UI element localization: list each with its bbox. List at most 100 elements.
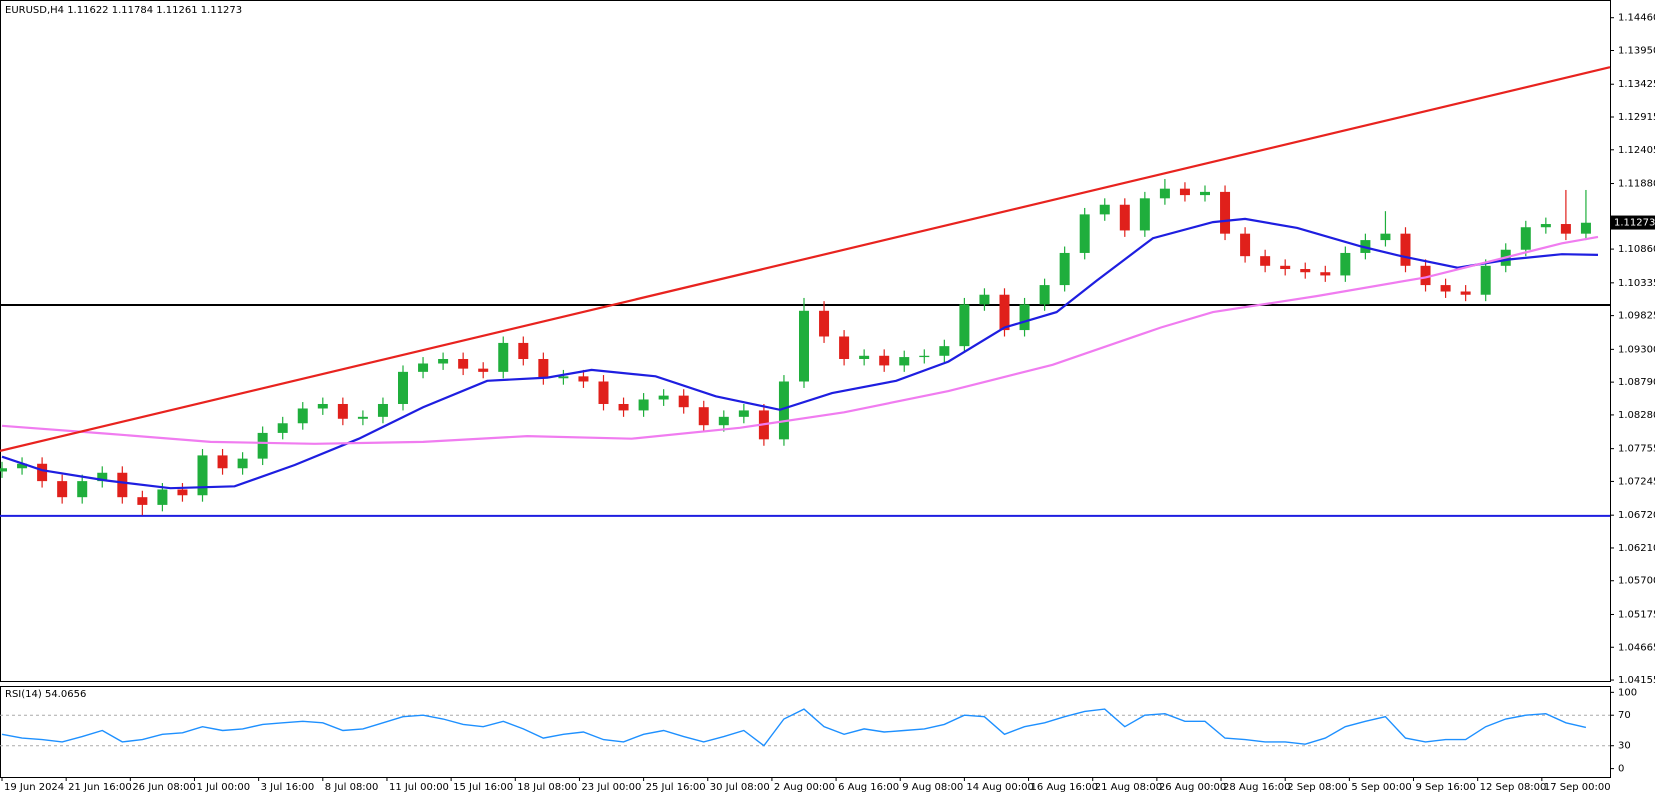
- x-tick-label: 12 Sep 08:00: [1480, 782, 1547, 793]
- y-tick-label: 70: [1618, 710, 1631, 721]
- series-line: [1, 217, 1599, 490]
- candle-body: [1159, 188, 1170, 199]
- x-tick-label: 3 Jul 16:00: [261, 782, 315, 793]
- candle-body: [959, 304, 970, 347]
- y-tick-label: 1.07245: [1618, 476, 1655, 487]
- candle-body: [237, 458, 248, 469]
- candle-body: [1420, 265, 1431, 286]
- y-tick-label: 1.08280: [1618, 410, 1655, 421]
- candle-body: [337, 403, 348, 419]
- candle-body: [1440, 285, 1451, 292]
- chart-title: EURUSD,H4 1.11622 1.11784 1.11261 1.1127…: [5, 5, 242, 16]
- x-tick-label: 9 Sep 16:00: [1416, 782, 1476, 793]
- series-line: [1, 235, 1599, 445]
- candle-body: [157, 489, 168, 505]
- candle-body: [1039, 285, 1050, 305]
- candle-body: [197, 455, 208, 496]
- candle-body: [1059, 252, 1070, 286]
- candle-body: [1340, 252, 1351, 276]
- candle-body: [558, 376, 569, 379]
- x-tick-label: 2 Sep 08:00: [1287, 782, 1347, 793]
- candle-body: [1560, 224, 1571, 234]
- candle-body: [738, 410, 749, 417]
- candle-body: [478, 368, 489, 372]
- candle-body: [879, 355, 890, 366]
- candle-body: [638, 399, 649, 411]
- candle-body: [698, 407, 709, 426]
- candle-body: [538, 358, 549, 379]
- candle-body: [1240, 233, 1251, 257]
- y-tick-label: 1.07755: [1618, 444, 1655, 455]
- x-tick-label: 23 Jul 00:00: [581, 782, 641, 793]
- x-tick-label: 6 Aug 16:00: [838, 782, 899, 793]
- y-tick-label: 1.08790: [1618, 377, 1655, 388]
- candle-body: [257, 432, 268, 459]
- candle-body: [919, 355, 930, 358]
- x-tick-label: 8 Jul 08:00: [325, 782, 379, 793]
- y-tick-label: 1.09825: [1618, 311, 1655, 322]
- y-tick-label: 0: [1618, 764, 1624, 775]
- candle-body: [798, 310, 809, 382]
- candle-body: [498, 342, 509, 372]
- y-tick-label: 1.14460: [1618, 13, 1655, 24]
- x-tick-label: 9 Aug 08:00: [902, 782, 963, 793]
- candle-body: [57, 481, 68, 498]
- candle-body: [317, 403, 328, 409]
- series-line: [0, 66, 1611, 452]
- x-tick-label: 17 Sep 00:00: [1544, 782, 1611, 793]
- x-tick-label: 18 Jul 08:00: [517, 782, 577, 793]
- current-price-box: [1611, 215, 1655, 230]
- rsi-panel: [0, 686, 1611, 778]
- current-price-label: 1.11273: [1614, 218, 1655, 229]
- y-tick-label: 1.04665: [1618, 642, 1655, 653]
- y-tick-label: 1.11880: [1618, 179, 1655, 190]
- candle-body: [899, 357, 910, 366]
- x-tick-label: 19 Jun 2024: [4, 782, 64, 793]
- x-tick-label: 26 Aug 00:00: [1159, 782, 1226, 793]
- candle-body: [819, 310, 830, 337]
- candle-body: [1119, 204, 1130, 231]
- candle-body: [1520, 227, 1531, 250]
- x-tick-label: 30 Jul 08:00: [710, 782, 770, 793]
- candle-body: [778, 381, 789, 440]
- candle-body: [1480, 265, 1491, 295]
- candle-body: [137, 497, 148, 505]
- candle-body: [377, 403, 388, 417]
- candle-body: [1300, 269, 1311, 273]
- candle-body: [177, 489, 188, 496]
- x-tick-label: 25 Jul 16:00: [646, 782, 706, 793]
- candle-body: [999, 294, 1010, 331]
- candle-body: [1540, 224, 1551, 228]
- candle-body: [17, 463, 28, 469]
- candle-body: [979, 294, 990, 305]
- candle-body: [77, 481, 88, 498]
- candle-body: [97, 472, 108, 482]
- x-tick-label: 2 Aug 00:00: [774, 782, 835, 793]
- x-tick-label: 21 Jun 16:00: [68, 782, 132, 793]
- y-tick-label: 1.13950: [1618, 45, 1655, 56]
- candle-body: [1139, 198, 1150, 231]
- candle-body: [859, 355, 870, 359]
- candle-body: [658, 395, 669, 400]
- candle-body: [1079, 214, 1090, 253]
- candle-body: [1199, 191, 1210, 196]
- x-tick-label: 21 Aug 08:00: [1095, 782, 1162, 793]
- y-tick-label: 1.05175: [1618, 609, 1655, 620]
- x-tick-label: 28 Aug 16:00: [1223, 782, 1290, 793]
- candle-body: [1260, 256, 1271, 266]
- x-tick-label: 5 Sep 00:00: [1351, 782, 1411, 793]
- candle-body: [1179, 188, 1190, 196]
- candle-body: [37, 463, 48, 482]
- candle-body: [1400, 233, 1411, 266]
- candle-body: [1580, 222, 1591, 234]
- x-tick-label: 15 Jul 16:00: [453, 782, 513, 793]
- candle-body: [458, 358, 469, 369]
- candle-body: [618, 403, 629, 411]
- y-tick-label: 1.06210: [1618, 543, 1655, 554]
- candle-body: [217, 455, 228, 469]
- x-tick-label: 11 Jul 00:00: [389, 782, 449, 793]
- y-tick-label: 30: [1618, 741, 1631, 752]
- y-tick-label: 100: [1618, 687, 1637, 698]
